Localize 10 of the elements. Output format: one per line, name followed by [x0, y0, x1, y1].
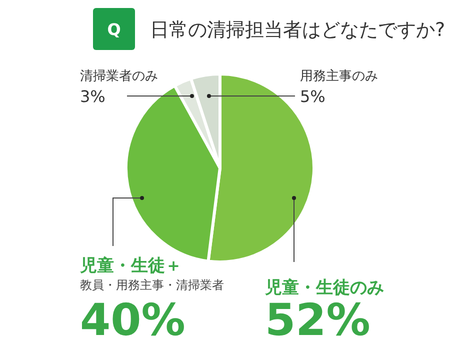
- slice-label: 用務主事のみ: [300, 68, 378, 84]
- data-label: 52%: [265, 295, 370, 345]
- data-label: 5%: [300, 87, 326, 106]
- slice-label: 児童・生徒＋教員・用務主事・清掃業者: [79, 256, 224, 292]
- chart-title: 日常の清掃担当者はどなたですか?: [150, 19, 446, 41]
- slice-label: 清掃業者のみ: [80, 69, 158, 84]
- badge: Q: [93, 8, 135, 50]
- data-label: 3%: [80, 87, 106, 106]
- data-label: 40%: [80, 295, 186, 345]
- slice-label: 児童・生徒のみ: [264, 278, 384, 298]
